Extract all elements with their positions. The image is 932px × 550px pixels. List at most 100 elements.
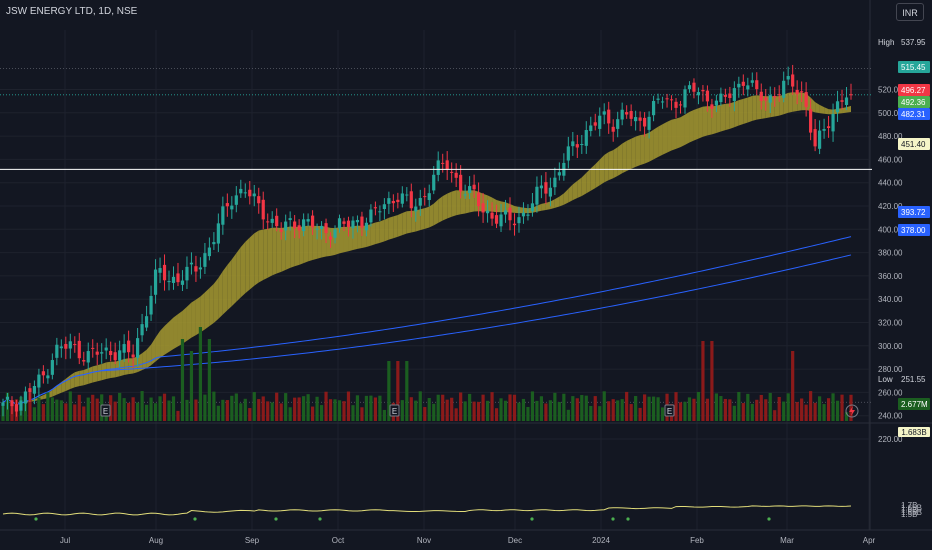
price-tick-label: 260.00 [878,388,903,397]
volume-bar [113,401,117,421]
candle-body [77,340,81,359]
horizontal-line-value-bg [898,138,930,150]
candle-body [463,194,467,196]
volume-bar [494,408,499,421]
ema-ribbon-segment [285,226,291,270]
candle-body [369,209,373,223]
candle-body [468,186,472,193]
volume-bar [351,405,355,421]
volume-bar [144,404,149,421]
volume-bar [660,407,665,421]
currency-button[interactable]: INR [896,3,924,21]
candle-body [476,192,481,207]
candle-body [1,402,5,406]
ema-ribbon-segment [599,155,605,186]
candle-body [418,197,422,206]
price-tick-label: 420.00 [878,202,903,211]
ema-ribbon-segment [815,102,820,114]
candle-body [687,85,692,90]
volume-bar [405,361,409,421]
volume-bar [364,395,369,421]
ema-ribbon-segment [608,150,614,181]
volume-bar [342,401,346,421]
volume-bar [185,399,189,421]
volume-bar [768,392,772,421]
candle-body [665,98,669,100]
volume-bar [207,339,211,421]
ema-ribbon-segment [824,107,829,115]
volume-bar [598,406,602,421]
candle-body [441,162,445,164]
earnings-marker [664,404,675,417]
ema-ribbon-segment [299,226,304,265]
signal-dot [767,517,771,521]
candle-body [373,207,378,209]
obv-tick-label: 1.5B [901,510,917,519]
ema-ribbon-segment [689,109,694,143]
volume-bar [575,398,579,421]
candle-body [795,89,799,95]
candle-body [136,338,140,358]
obv-value-label: 1.683B [901,428,926,437]
volume-bar [777,396,781,421]
volume-bar [674,392,678,421]
candle-body [481,203,485,213]
volume-bar [302,396,306,421]
candle-body [701,89,705,92]
candle-body [719,93,723,103]
ema-ribbon-segment [290,226,295,268]
price-tick-label: 280.00 [878,365,903,374]
candle-body [239,188,243,194]
candle-body [669,99,674,101]
ema-ribbon-segment [774,96,780,117]
volume-bar [822,404,826,421]
volume-bar [571,396,575,421]
earnings-marker [389,404,400,417]
volume-bar [167,400,171,421]
candle-body [620,109,624,120]
ema-ribbon-segment [88,366,93,384]
candle-body [616,119,620,129]
price-scale[interactable]: 520.00 500.00 480.00 460.00 440.00 420.00 400.… [878,86,930,520]
ema-ribbon-segment [186,302,192,341]
candle-body [660,101,665,103]
price-tick-label: 380.00 [878,249,903,258]
candles[interactable] [1,64,853,417]
volume-bar [382,409,386,421]
ema-ribbon-segment [191,299,196,338]
ema-ribbon-segment [308,225,313,262]
volume-bar [755,399,759,421]
volume-bar [41,404,45,421]
ema-ribbon-segment [671,118,677,151]
candle-body [714,100,718,106]
volume-bar [844,412,849,421]
candle-body [333,229,337,238]
candle-body [634,117,638,122]
ema-ribbon-segment [693,108,699,141]
ema-ribbon-segment [438,196,443,223]
ema-ribbon-segment [550,199,555,210]
candle-body [710,104,714,109]
high-marker-text: 537.95 [901,38,926,47]
ema-ribbon-segment [492,197,497,213]
candle-body [203,253,207,267]
volume-bar [91,394,95,421]
candle-body [212,242,216,245]
moving-average-lines [2,236,852,405]
ema-ribbon-segment [447,191,452,219]
ema-ribbon-segment [797,92,802,112]
ema-ribbon-segment [384,217,389,242]
ema-ribbon-segment [231,253,237,307]
candle-body [472,184,476,190]
volume-bar [230,395,234,421]
ma200-value-text: 378.00 [901,226,926,235]
volume-bar [548,400,552,421]
ema-ribbon-segment [433,199,439,226]
ema-ribbon-segment [164,321,170,355]
candle-body [122,344,126,353]
volume-bar [414,400,418,421]
time-scale[interactable]: Jul Aug Sep Oct Nov Dec 2024 Feb Mar Apr [60,536,876,545]
volume-bar [369,395,373,421]
